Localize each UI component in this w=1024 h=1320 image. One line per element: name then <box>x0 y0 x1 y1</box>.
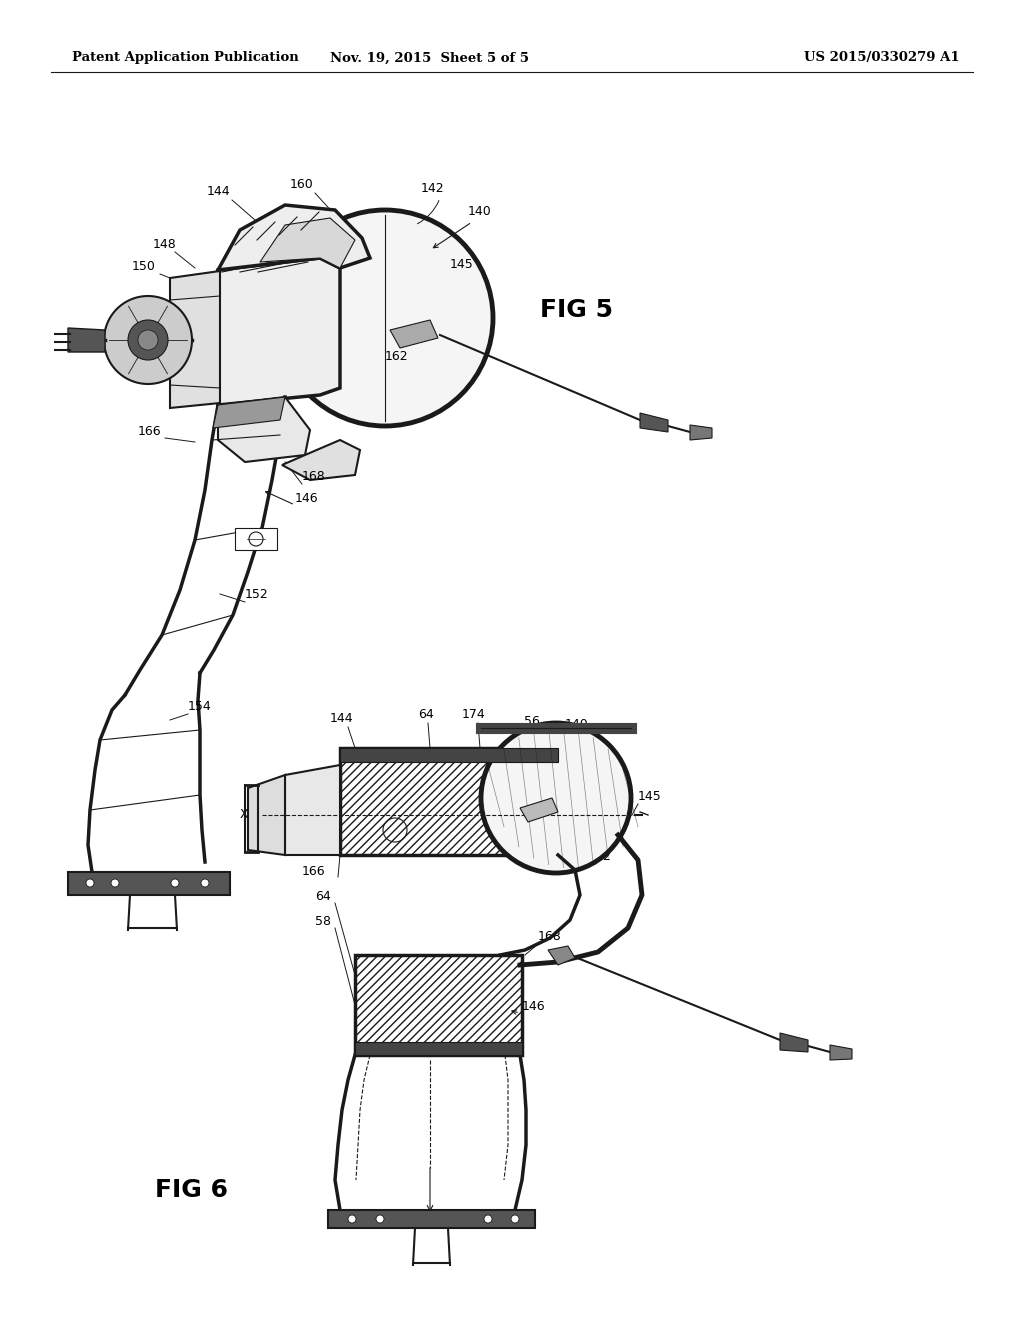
Polygon shape <box>830 1045 852 1060</box>
Text: 168: 168 <box>302 470 326 483</box>
Polygon shape <box>340 748 558 855</box>
Polygon shape <box>218 257 340 405</box>
Circle shape <box>278 210 493 426</box>
Polygon shape <box>780 1034 808 1052</box>
Text: 145: 145 <box>450 257 474 271</box>
Polygon shape <box>285 766 340 855</box>
Polygon shape <box>68 873 230 895</box>
Circle shape <box>484 1214 492 1224</box>
Text: 144: 144 <box>206 185 229 198</box>
Circle shape <box>511 1214 519 1224</box>
Polygon shape <box>355 1041 522 1055</box>
Text: X: X <box>240 808 248 821</box>
Text: 168: 168 <box>538 931 562 942</box>
Polygon shape <box>260 218 355 268</box>
Text: 84: 84 <box>608 830 624 843</box>
Polygon shape <box>355 954 522 1055</box>
Polygon shape <box>548 946 575 965</box>
Polygon shape <box>640 413 668 432</box>
Text: 146: 146 <box>522 1001 546 1012</box>
Text: 142: 142 <box>420 182 443 195</box>
Circle shape <box>201 879 209 887</box>
Text: 174: 174 <box>462 708 485 721</box>
Polygon shape <box>340 748 558 762</box>
Polygon shape <box>170 271 220 408</box>
Text: 150: 150 <box>132 260 156 273</box>
Text: 58: 58 <box>315 915 331 928</box>
Polygon shape <box>218 205 370 271</box>
Circle shape <box>481 723 631 873</box>
Text: 64: 64 <box>315 890 331 903</box>
Text: 145: 145 <box>638 789 662 803</box>
Polygon shape <box>520 799 558 822</box>
Circle shape <box>138 330 158 350</box>
Text: 166: 166 <box>302 865 326 878</box>
Polygon shape <box>218 397 310 462</box>
Text: 146: 146 <box>295 492 318 506</box>
Circle shape <box>86 879 94 887</box>
Text: FIG 5: FIG 5 <box>540 298 613 322</box>
Text: 82: 82 <box>595 850 611 863</box>
Text: 140: 140 <box>565 718 589 731</box>
Circle shape <box>111 879 119 887</box>
Text: Patent Application Publication: Patent Application Publication <box>72 51 299 65</box>
Text: 64: 64 <box>418 708 434 721</box>
Text: 166: 166 <box>138 425 162 438</box>
Text: 140: 140 <box>468 205 492 218</box>
Text: 148: 148 <box>153 238 177 251</box>
Text: 56: 56 <box>524 715 540 729</box>
Circle shape <box>376 1214 384 1224</box>
Text: 160: 160 <box>290 178 314 191</box>
Polygon shape <box>68 327 105 352</box>
Text: 162: 162 <box>385 350 409 363</box>
Polygon shape <box>328 1210 535 1228</box>
Polygon shape <box>248 775 285 855</box>
Circle shape <box>104 296 193 384</box>
Text: 144: 144 <box>330 711 353 725</box>
Text: 154: 154 <box>188 700 212 713</box>
Text: 152: 152 <box>245 587 268 601</box>
Text: US 2015/0330279 A1: US 2015/0330279 A1 <box>805 51 961 65</box>
Polygon shape <box>282 440 360 480</box>
Circle shape <box>171 879 179 887</box>
Text: Nov. 19, 2015  Sheet 5 of 5: Nov. 19, 2015 Sheet 5 of 5 <box>331 51 529 65</box>
Text: FIG 6: FIG 6 <box>155 1177 228 1203</box>
Circle shape <box>348 1214 356 1224</box>
FancyBboxPatch shape <box>234 528 278 550</box>
Polygon shape <box>213 397 285 428</box>
Polygon shape <box>690 425 712 440</box>
Polygon shape <box>390 319 438 348</box>
Circle shape <box>128 319 168 360</box>
